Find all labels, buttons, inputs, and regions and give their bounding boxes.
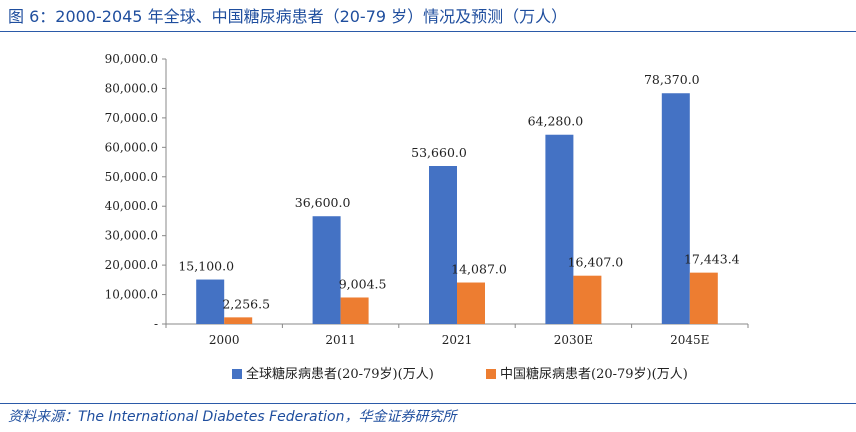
data-label: 53,660.0 xyxy=(411,145,467,160)
bar xyxy=(661,93,690,324)
legend-swatch xyxy=(486,369,496,379)
data-label: 17,443.4 xyxy=(684,252,740,267)
data-label: 78,370.0 xyxy=(644,72,700,87)
x-axis: 2000 2011 2021 2030E 2045E xyxy=(165,323,749,347)
figure-title: 图 6：2000-2045 年全球、中国糖尿病患者（20-79 岁）情况及预测（… xyxy=(8,7,568,26)
bar xyxy=(312,216,341,324)
bar xyxy=(689,272,718,324)
y-tick-label: 30,000.0 xyxy=(105,229,158,243)
y-tick-label: 60,000.0 xyxy=(105,140,158,154)
data-label: 64,280.0 xyxy=(528,114,584,129)
bar-chart: - 10,000.0 20,000.0 30,000.0 40,000.0 50,000.… xyxy=(105,52,749,382)
data-labels: 15,100.0 36,600.0 53,660.0 64,280.0 78,370.0… xyxy=(178,72,739,311)
y-tick-label: 90,000.0 xyxy=(105,52,158,66)
data-label: 2,256.5 xyxy=(222,296,270,311)
source-divider xyxy=(0,403,856,404)
legend-swatch xyxy=(232,369,242,379)
y-tick-label: 10,000.0 xyxy=(105,288,158,302)
data-label: 16,407.0 xyxy=(568,255,624,270)
bars xyxy=(196,93,718,324)
y-axis: - 10,000.0 20,000.0 30,000.0 40,000.0 50,000.… xyxy=(105,52,167,331)
y-tick-label: 50,000.0 xyxy=(105,170,158,184)
x-tick-label: 2030E xyxy=(554,333,593,347)
bar xyxy=(573,275,602,324)
title-divider xyxy=(0,31,856,32)
bar xyxy=(224,317,253,324)
x-tick-label: 2011 xyxy=(325,333,356,347)
bar xyxy=(545,134,574,324)
x-tick-label: 2021 xyxy=(442,333,473,347)
x-tick-label: 2045E xyxy=(670,333,709,347)
data-label: 9,004.5 xyxy=(339,276,387,291)
y-tick-label: 20,000.0 xyxy=(105,258,158,272)
bar xyxy=(196,279,225,324)
y-tick-label: 80,000.0 xyxy=(105,81,158,95)
source-note: 资料来源：The International Diabetes Federati… xyxy=(8,409,457,425)
legend-label: 全球糖尿病患者(20-79岁)(万人) xyxy=(246,366,434,382)
bar xyxy=(340,297,369,324)
data-label: 14,087.0 xyxy=(451,262,507,277)
data-label: 36,600.0 xyxy=(295,195,351,210)
y-tick-label: 70,000.0 xyxy=(105,111,158,125)
x-tick-label: 2000 xyxy=(209,333,240,347)
legend-label: 中国糖尿病患者(20-79岁)(万人) xyxy=(500,366,688,382)
bar xyxy=(457,282,485,324)
y-tick-label: 40,000.0 xyxy=(105,199,158,213)
data-label: 15,100.0 xyxy=(178,259,234,274)
bar xyxy=(429,166,457,324)
legend: 全球糖尿病患者(20-79岁)(万人) 中国糖尿病患者(20-79岁)(万人) xyxy=(232,366,688,382)
y-tick-label: - xyxy=(154,317,158,331)
